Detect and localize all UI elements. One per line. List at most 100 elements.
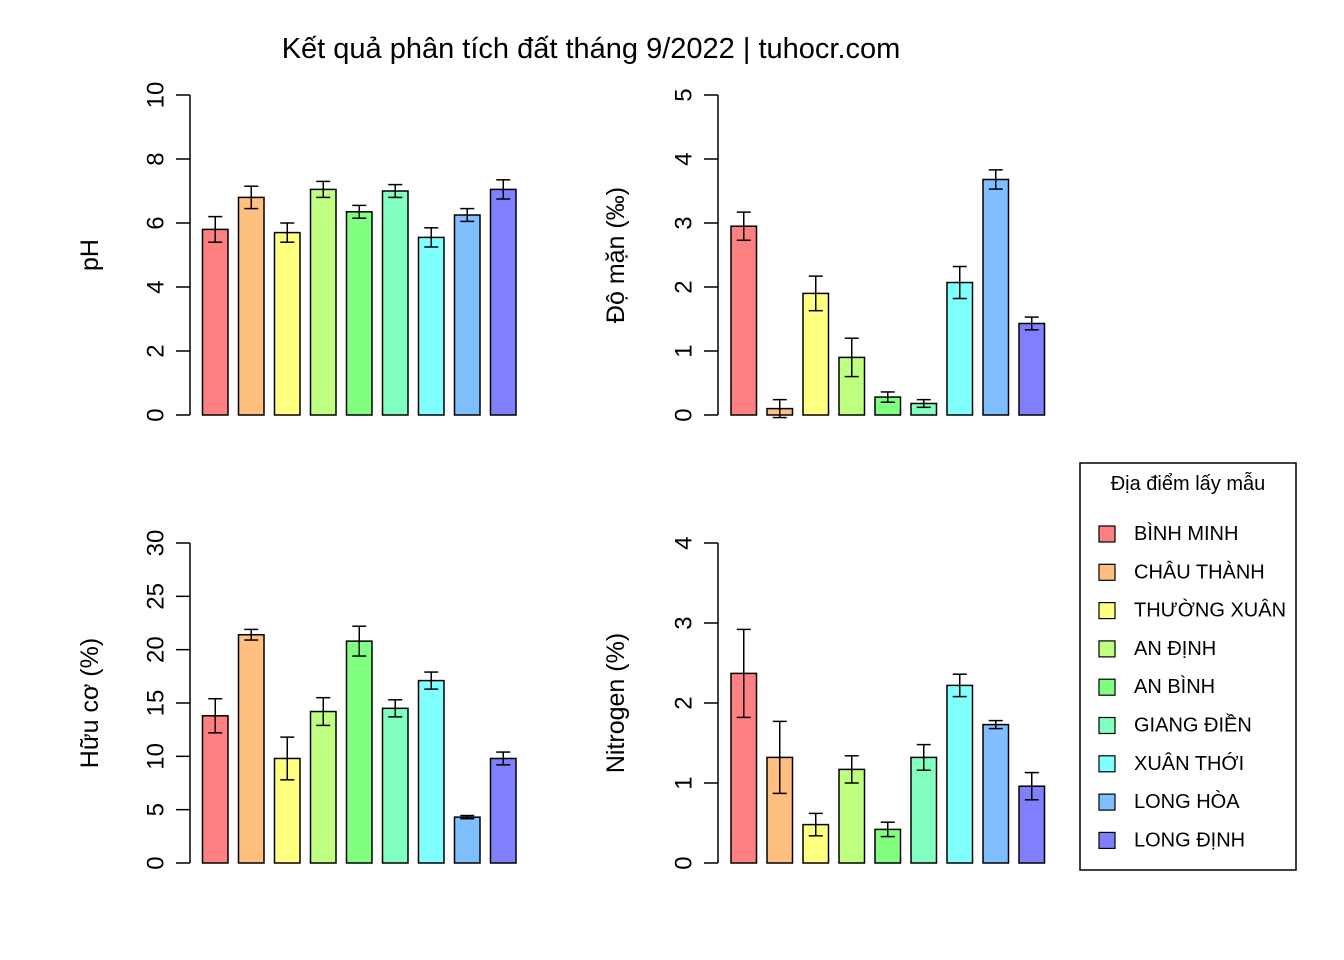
legend-item: CHÂU THÀNH	[1098, 560, 1265, 583]
y-axis-label: Độ mặn (‰)	[602, 187, 630, 323]
error-bar	[280, 222, 295, 243]
legend-item: LONG HÒA	[1098, 790, 1240, 813]
bar	[309, 188, 337, 416]
error-bar	[988, 169, 1003, 190]
legend-item: GIANG ĐIỀN	[1098, 714, 1252, 737]
bar	[489, 188, 517, 416]
bar	[489, 757, 517, 864]
legend-item: BÌNH MINH	[1098, 522, 1238, 545]
y-tick-label: 2	[143, 344, 170, 357]
bar	[345, 211, 373, 416]
error-bar	[880, 821, 895, 838]
bar	[1018, 322, 1046, 416]
legend: Địa điểm lấy mẫu BÌNH MINH CHÂU THÀNH THƯỜ…	[1079, 462, 1297, 871]
bar	[982, 723, 1010, 864]
error-bar	[208, 215, 223, 243]
legend-label: AN BÌNH	[1134, 675, 1215, 698]
legend-label: BÌNH MINH	[1134, 522, 1238, 545]
error-bar	[880, 391, 895, 403]
legend-item: LONG ĐỊNH	[1098, 829, 1245, 851]
legend-swatch	[1098, 793, 1116, 811]
bar	[802, 292, 830, 416]
error-bar	[988, 719, 1003, 730]
error-bar	[952, 673, 967, 698]
y-tick-label: 0	[143, 856, 170, 869]
y-tick-label: 5	[143, 803, 170, 816]
bar	[273, 757, 301, 864]
y-tick-label: 6	[143, 216, 170, 229]
legend-swatch	[1098, 716, 1116, 735]
error-bar	[952, 265, 967, 300]
panel-4: 0 1 2 3 4 Nitrogen (%)	[602, 536, 1046, 870]
legend-swatch	[1098, 525, 1116, 543]
legend-swatch	[1098, 755, 1116, 773]
y-tick-label: 1	[671, 344, 698, 357]
error-bar	[808, 275, 823, 312]
bar	[237, 196, 265, 416]
y-axis-label: pH	[76, 239, 104, 271]
legend-label: THƯỜNG XUÂN	[1134, 599, 1286, 622]
error-bar	[736, 628, 751, 719]
panel-3: 0 5 10 15 20 25 30 Hữu cơ (%)	[76, 530, 517, 870]
y-tick-label: 8	[143, 152, 170, 165]
legend-swatch	[1098, 831, 1116, 850]
y-tick-label: 4	[671, 536, 698, 549]
y-axis-label: Hữu cơ (%)	[76, 638, 104, 768]
y-tick-label: 0	[671, 408, 698, 421]
y-tick-label: 20	[143, 636, 170, 663]
error-bar	[844, 337, 859, 378]
error-bar	[916, 743, 931, 771]
y-tick-label: 0	[671, 856, 698, 869]
bar	[237, 633, 265, 864]
legend-label: GIANG ĐIỀN	[1134, 714, 1252, 737]
bar	[730, 225, 758, 416]
error-bar	[244, 628, 259, 641]
chart-title: Kết quả phân tích đất tháng 9/2022 | tuh…	[282, 33, 901, 65]
error-bar	[496, 179, 511, 200]
bar	[201, 715, 229, 864]
error-bar	[772, 720, 787, 795]
y-tick-label: 0	[143, 408, 170, 421]
panel-1: 0 2 4 6 8 10 pH	[76, 82, 517, 422]
y-tick-label: 2	[671, 280, 698, 293]
error-bar	[496, 751, 511, 766]
bar	[838, 768, 866, 864]
error-bar	[388, 699, 403, 718]
error-bar	[352, 204, 367, 219]
y-tick-label: 2	[671, 696, 698, 709]
legend-label: LONG HÒA	[1134, 790, 1240, 813]
bar	[910, 756, 938, 864]
legend-item: AN BÌNH	[1098, 675, 1215, 698]
y-axis-label: Nitrogen (%)	[602, 633, 630, 773]
y-tick-label: 3	[671, 216, 698, 229]
bar	[946, 281, 974, 416]
error-bar	[1024, 316, 1039, 331]
bar	[982, 178, 1010, 416]
error-bar	[244, 185, 259, 210]
bar	[381, 190, 409, 416]
y-tick-label: 10	[143, 743, 170, 770]
panel-2: 0 1 2 3 4 5 Độ mặn (‰)	[602, 88, 1046, 422]
error-bar	[1024, 771, 1039, 801]
y-tick-label: 3	[671, 616, 698, 629]
bar	[381, 707, 409, 864]
error-bar	[772, 398, 787, 419]
error-bar	[352, 625, 367, 657]
error-bar	[424, 671, 439, 690]
bar	[417, 679, 445, 864]
y-tick-label: 30	[143, 530, 170, 557]
bar	[453, 214, 481, 416]
y-tick-label: 4	[143, 280, 170, 293]
y-tick-label: 5	[671, 88, 698, 101]
legend-swatch	[1098, 563, 1116, 581]
error-bar	[316, 180, 331, 199]
error-bar	[808, 812, 823, 837]
error-bar	[208, 697, 223, 734]
error-bar	[460, 814, 475, 820]
error-bar	[916, 398, 931, 409]
bar	[417, 236, 445, 416]
error-bar	[424, 227, 439, 248]
y-tick-label: 10	[143, 82, 170, 109]
bar	[345, 640, 373, 864]
